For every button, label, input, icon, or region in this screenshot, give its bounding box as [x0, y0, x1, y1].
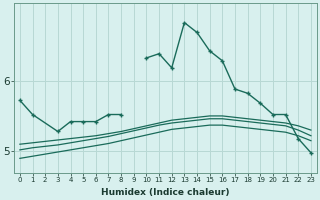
X-axis label: Humidex (Indice chaleur): Humidex (Indice chaleur)	[101, 188, 230, 197]
